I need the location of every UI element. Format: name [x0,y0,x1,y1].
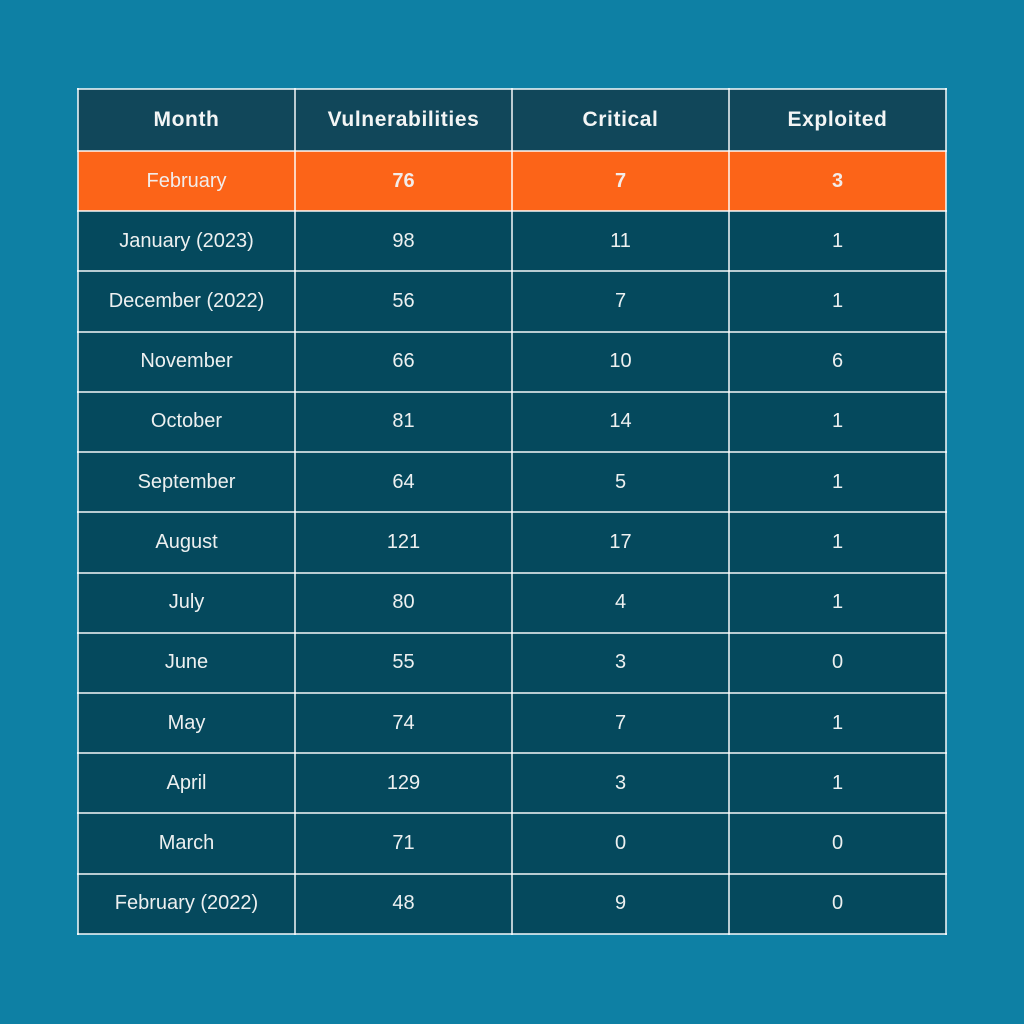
table-row: May 74 7 1 [77,691,947,755]
header-critical: Critical [511,88,730,152]
table-row: October 81 14 1 [77,390,947,454]
vulnerability-table-container: Month Vulnerabilities Critical Exploited… [77,88,947,936]
cell-vulnerabilities: 81 [294,390,513,454]
cell-exploited: 1 [728,270,947,333]
table-row: June 55 3 0 [77,631,947,694]
table-row-highlighted: February 76 7 3 [77,149,947,213]
cell-exploited: 1 [728,511,947,574]
cell-vulnerabilities: 76 [294,149,513,213]
cell-exploited: 1 [728,451,947,514]
cell-month: November [77,330,296,393]
cell-critical: 3 [511,752,730,815]
cell-exploited: 1 [728,390,947,454]
cell-vulnerabilities: 64 [294,451,513,514]
cell-vulnerabilities: 56 [294,270,513,333]
table-row: November 66 10 6 [77,330,947,393]
cell-critical: 4 [511,571,730,634]
cell-vulnerabilities: 74 [294,691,513,755]
table-row: March 71 0 0 [77,812,947,875]
table-row: September 64 5 1 [77,451,947,514]
header-vulnerabilities: Vulnerabilities [294,88,513,152]
cell-month: August [77,511,296,574]
cell-vulnerabilities: 129 [294,752,513,815]
header-month: Month [77,88,296,152]
cell-month: October [77,390,296,454]
cell-critical: 9 [511,872,730,936]
table-row: December (2022) 56 7 1 [77,270,947,333]
cell-critical: 11 [511,210,730,273]
cell-month: December (2022) [77,270,296,333]
cell-vulnerabilities: 71 [294,812,513,875]
cell-vulnerabilities: 48 [294,872,513,936]
table-row: August 121 17 1 [77,511,947,574]
cell-critical: 7 [511,691,730,755]
cell-critical: 0 [511,812,730,875]
cell-exploited: 1 [728,752,947,815]
header-exploited: Exploited [728,88,947,152]
cell-critical: 14 [511,390,730,454]
header-row: Month Vulnerabilities Critical Exploited [77,88,947,152]
cell-exploited: 1 [728,571,947,634]
cell-critical: 3 [511,631,730,694]
cell-vulnerabilities: 98 [294,210,513,273]
cell-month: July [77,571,296,634]
cell-exploited: 1 [728,210,947,273]
cell-vulnerabilities: 66 [294,330,513,393]
cell-critical: 7 [511,270,730,333]
cell-critical: 7 [511,149,730,213]
cell-vulnerabilities: 121 [294,511,513,574]
cell-critical: 5 [511,451,730,514]
cell-exploited: 0 [728,812,947,875]
cell-month: February [77,149,296,213]
cell-month: May [77,691,296,755]
table-row: January (2023) 98 11 1 [77,210,947,273]
cell-critical: 10 [511,330,730,393]
cell-month: January (2023) [77,210,296,273]
table-row: April 129 3 1 [77,752,947,815]
vulnerability-table: Month Vulnerabilities Critical Exploited… [77,88,947,936]
table-row: February (2022) 48 9 0 [77,872,947,936]
cell-vulnerabilities: 55 [294,631,513,694]
cell-critical: 17 [511,511,730,574]
table-row: July 80 4 1 [77,571,947,634]
cell-exploited: 1 [728,691,947,755]
cell-vulnerabilities: 80 [294,571,513,634]
cell-month: March [77,812,296,875]
cell-exploited: 0 [728,872,947,936]
cell-month: June [77,631,296,694]
cell-exploited: 0 [728,631,947,694]
cell-exploited: 3 [728,149,947,213]
cell-month: February (2022) [77,872,296,936]
table-body: February 76 7 3 January (2023) 98 11 1 December … [77,149,947,936]
cell-exploited: 6 [728,330,947,393]
cell-month: September [77,451,296,514]
cell-month: April [77,752,296,815]
